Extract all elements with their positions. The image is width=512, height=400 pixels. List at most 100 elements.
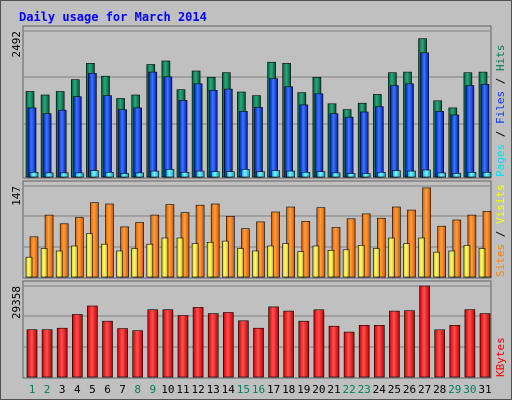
kbytes-bar-day-9: [147, 309, 159, 378]
files-bar-day-11: [178, 100, 188, 178]
visits-bar-day-6: [101, 243, 108, 278]
pages-bar-day-21: [331, 172, 341, 178]
files-bar-day-29: [450, 114, 460, 178]
day-label-11: 11: [176, 383, 189, 396]
day-label-15: 15: [237, 383, 250, 396]
day-label-21: 21: [327, 383, 340, 396]
day-label-8: 8: [134, 383, 141, 396]
files-bar-day-4: [73, 96, 82, 178]
pages-bar-day-10: [165, 169, 175, 178]
visits-bar-day-29: [448, 250, 456, 278]
pages-bar-day-31: [482, 172, 492, 178]
sites-bar-day-12: [195, 204, 205, 278]
day-label-22: 22: [342, 383, 355, 396]
day-label-7: 7: [119, 383, 126, 396]
pages-bar-day-24: [376, 172, 386, 178]
day-label-23: 23: [358, 383, 371, 396]
pages-bar-day-19: [301, 172, 311, 178]
kbytes-bar-day-25: [389, 310, 400, 378]
visits-bar-day-28: [433, 251, 441, 278]
day-label-4: 4: [74, 383, 81, 396]
pages-bar-day-15: [241, 169, 250, 178]
visits-bar-day-3: [55, 250, 63, 278]
pages-bar-day-18: [286, 170, 296, 178]
files-bar-day-7: [118, 109, 127, 178]
day-label-17: 17: [267, 383, 280, 396]
legend-pages: Pages: [494, 144, 507, 177]
kbytes-bar-day-22: [343, 331, 355, 378]
files-bar-day-10: [163, 76, 173, 178]
sites-bar-day-3: [59, 223, 69, 278]
files-bar-day-31: [480, 84, 490, 178]
files-bar-day-5: [88, 73, 97, 178]
kbytes-bar-day-31: [479, 313, 491, 378]
kbytes-bar-day-30: [464, 309, 476, 378]
visits-bar-day-7: [116, 250, 123, 278]
kbytes-bar-day-26: [404, 310, 415, 378]
pages-bar-day-20: [316, 171, 326, 178]
day-label-31: 31: [478, 383, 491, 396]
visits-bar-day-26: [403, 243, 410, 278]
day-label-16: 16: [252, 383, 265, 396]
visits-bar-day-4: [71, 245, 78, 278]
pages-bar-day-2: [44, 172, 54, 178]
pages-bar-day-13: [210, 171, 220, 178]
pages-bar-day-9: [150, 170, 160, 178]
day-label-13: 13: [207, 383, 220, 396]
files-bar-day-15: [239, 111, 248, 178]
sites-bar-day-2: [44, 214, 54, 278]
day-label-28: 28: [433, 383, 446, 396]
kbytes-bar-day-29: [449, 324, 461, 378]
day-labels: 1 2 3 4 5 6 7 8 9 10 11 12 13 14 15 16 17 18 19 20 21 22 23 24 2…: [29, 383, 492, 396]
files-bar-day-22: [344, 116, 354, 178]
legend-files: Files: [494, 91, 507, 124]
files-bar-day-20: [314, 93, 324, 178]
visits-bar-day-17: [267, 245, 274, 278]
legend-sep-1: /: [494, 124, 507, 144]
visits-bar-day-15: [237, 248, 244, 278]
files-bar-day-26: [405, 83, 414, 178]
hits-ymax-label: 2492: [10, 31, 23, 58]
kbytes-bar-day-21: [328, 325, 340, 378]
files-bar-day-14: [224, 88, 233, 178]
files-bar-day-21: [329, 113, 339, 178]
day-label-5: 5: [89, 383, 96, 396]
day-label-1: 1: [29, 383, 36, 396]
day-label-29: 29: [448, 383, 461, 396]
files-bar-day-8: [133, 107, 142, 178]
visits-bar-day-27: [418, 237, 425, 278]
files-bar-day-12: [193, 83, 203, 178]
pages-bar-day-3: [59, 172, 69, 178]
pages-bar-day-28: [437, 172, 447, 178]
bars: [25, 38, 492, 378]
sites-bar-day-20: [316, 207, 326, 278]
visits-bar-day-12: [191, 243, 199, 278]
sites-bar-day-27: [422, 187, 431, 278]
pages-bar-day-23: [361, 173, 371, 178]
sites-bar-day-22: [346, 218, 356, 278]
pages-bar-day-30: [467, 172, 477, 178]
pages-bar-day-8: [135, 172, 144, 178]
visits-bar-day-31: [478, 248, 486, 278]
kbytes-bar-day-18: [283, 310, 295, 378]
kbytes-bar-day-23: [358, 324, 370, 378]
files-bar-day-1: [27, 107, 37, 178]
visits-bar-day-8: [131, 248, 138, 278]
day-label-26: 26: [403, 383, 416, 396]
sites-bar-day-6: [105, 203, 114, 278]
middle-legend: Sites / Visits: [494, 184, 507, 277]
pages-bar-day-1: [29, 172, 39, 178]
files-bar-day-13: [208, 90, 218, 178]
legend-visits: Visits: [494, 184, 507, 224]
visits-bar-day-20: [312, 245, 320, 278]
kbytes-bar-day-17: [268, 306, 279, 378]
day-label-24: 24: [373, 383, 387, 396]
kbytes-bar-day-8: [132, 330, 143, 378]
day-label-14: 14: [222, 383, 236, 396]
visits-bar-day-25: [388, 237, 395, 278]
sites-bar-day-13: [210, 203, 220, 278]
files-bar-day-16: [254, 107, 263, 178]
files-bar-day-6: [103, 95, 112, 178]
